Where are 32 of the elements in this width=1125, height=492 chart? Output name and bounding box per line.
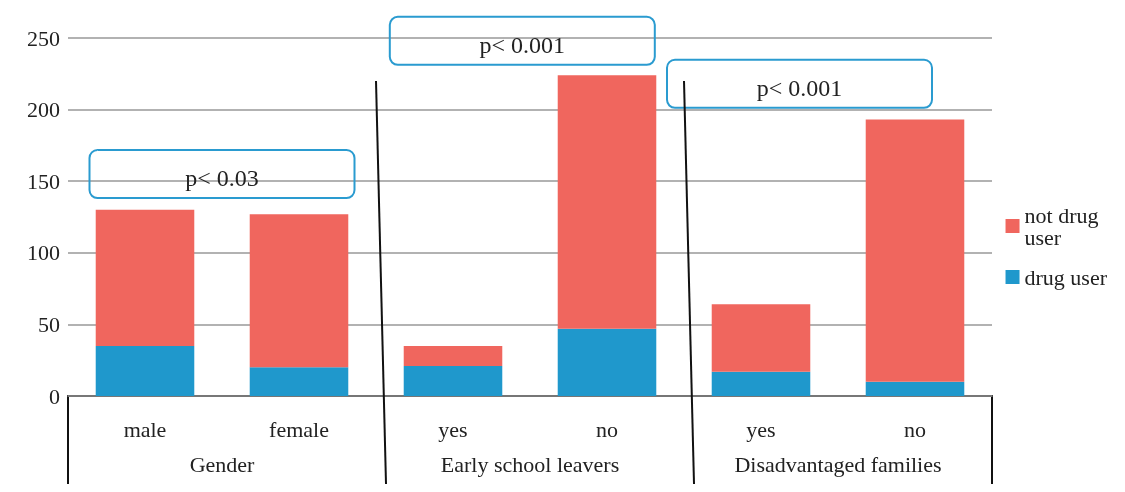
y-tick-label: 200 — [27, 97, 60, 123]
bar — [711, 304, 811, 372]
bar — [249, 214, 349, 368]
bar — [557, 328, 657, 396]
bar — [95, 209, 195, 346]
x-tick-label: yes — [746, 416, 776, 442]
y-tick-label: 50 — [38, 311, 60, 337]
bar — [403, 365, 503, 396]
bar — [711, 371, 811, 396]
x-tick-label: no — [596, 416, 618, 442]
bar — [249, 367, 349, 396]
x-tick-label: yes — [438, 416, 468, 442]
bar — [865, 381, 965, 396]
bar — [557, 75, 657, 329]
bar — [865, 119, 965, 382]
bar — [403, 345, 503, 366]
y-tick-label: 150 — [27, 168, 60, 194]
legend-label: drug user — [1024, 264, 1108, 290]
y-tick-label: 250 — [27, 25, 60, 51]
x-tick-label: male — [123, 416, 167, 442]
annotation: p< 0.001 — [479, 31, 566, 58]
annotation: p< 0.03 — [185, 165, 259, 192]
text: Disadvantaged families — [734, 451, 942, 477]
bar — [95, 345, 195, 396]
text: Early school leavers — [440, 451, 620, 477]
text: Gender — [189, 451, 256, 477]
legend-label: not drug user — [1024, 202, 1104, 250]
x-tick-label: female — [269, 416, 329, 442]
x-tick-label: no — [904, 416, 926, 442]
y-tick-label: 100 — [27, 240, 60, 266]
y-tick-label: 0 — [49, 383, 60, 409]
annotation: p< 0.001 — [756, 74, 843, 101]
